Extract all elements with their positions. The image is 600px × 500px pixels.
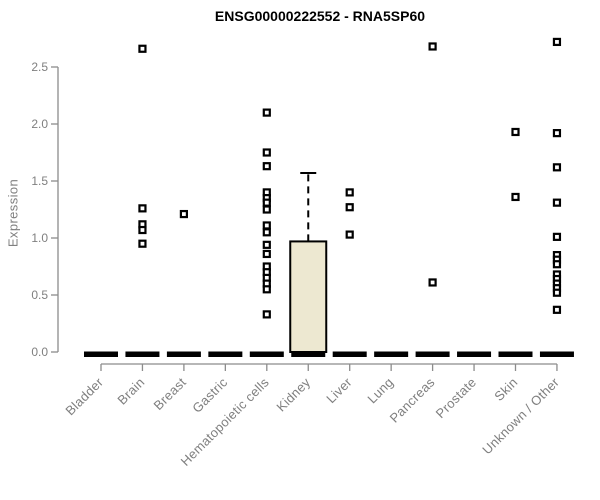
median-bar-prostate (457, 351, 492, 357)
box-kidney (289, 240, 328, 353)
outlier-point-liver (345, 188, 354, 197)
median-bar-gastric (208, 351, 243, 357)
x-tick-label-gastric: Gastric (189, 374, 230, 415)
y-tick-label: 2.0 (31, 117, 48, 131)
outlier-point-unknown-other (552, 198, 562, 207)
median-bar-hematopoietic-cells (249, 351, 284, 357)
y-tick-label: 0.0 (31, 345, 48, 359)
median-bar-breast (166, 351, 201, 357)
outlier-point-hematopoietic-cells (262, 108, 271, 117)
outlier-point-hematopoietic-cells (262, 205, 271, 214)
outlier-point-hematopoietic-cells (262, 310, 271, 319)
outlier-point-hematopoietic-cells (262, 228, 271, 237)
outlier-point-liver (345, 203, 354, 212)
x-tick-label-breast: Breast (151, 374, 190, 413)
outlier-point-hematopoietic-cells (262, 162, 271, 171)
outlier-point-brain (138, 225, 147, 235)
outlier-point-pancreas (428, 42, 437, 51)
outlier-point-pancreas (428, 278, 437, 287)
median-bar-kidney (291, 351, 326, 357)
outlier-point-hematopoietic-cells (262, 249, 271, 259)
x-tick-label-prostate: Prostate (433, 375, 480, 422)
outlier-point-hematopoietic-cells (262, 240, 271, 249)
outlier-point-breast (179, 209, 188, 219)
x-tick-label-lung: Lung (364, 375, 396, 407)
x-tick-label-brain: Brain (114, 375, 147, 408)
outlier-point-skin (511, 192, 520, 202)
outlier-point-unknown-other (552, 129, 562, 138)
y-tick-label: 1.0 (31, 231, 48, 245)
median-bar-brain (125, 351, 160, 357)
median-bar-liver (332, 351, 367, 357)
median-bar-bladder (84, 351, 118, 357)
median-bar-skin (498, 351, 533, 357)
y-tick-label: 1.5 (31, 174, 48, 188)
outlier-point-liver (345, 230, 354, 239)
outlier-point-hematopoietic-cells (262, 148, 271, 157)
outlier-point-unknown-other (552, 260, 562, 269)
outlier-point-brain (138, 44, 147, 53)
outlier-point-unknown-other (552, 37, 562, 47)
median-bar-unknown-other (539, 351, 574, 357)
outlier-point-unknown-other (552, 163, 562, 172)
outlier-point-unknown-other (552, 288, 562, 297)
outlier-point-hematopoietic-cells (262, 221, 271, 230)
x-tick-label-bladder: Bladder (62, 374, 106, 418)
outlier-point-hematopoietic-cells (262, 198, 271, 207)
outlier-point-skin (511, 127, 520, 137)
outlier-point-unknown-other (552, 232, 562, 241)
y-tick-label: 0.5 (31, 288, 48, 302)
median-bar-lung (374, 351, 409, 357)
outlier-point-brain (138, 204, 147, 213)
median-bar-pancreas (415, 351, 450, 357)
x-tick-label-skin: Skin (491, 375, 520, 404)
chart-title: ENSG00000222552 - RNA5SP60 (214, 8, 426, 24)
outlier-point-hematopoietic-cells (262, 285, 271, 294)
outlier-point-unknown-other (552, 305, 562, 314)
x-tick-label-pancreas: Pancreas (387, 374, 438, 425)
outlier-point-brain (138, 239, 147, 248)
y-tick-label: 2.5 (31, 60, 48, 74)
x-tick-label-liver: Liver (323, 374, 355, 406)
x-tick-label-unknown-other: Unknown / Other (479, 374, 562, 457)
x-tick-label-kidney: Kidney (273, 374, 313, 414)
